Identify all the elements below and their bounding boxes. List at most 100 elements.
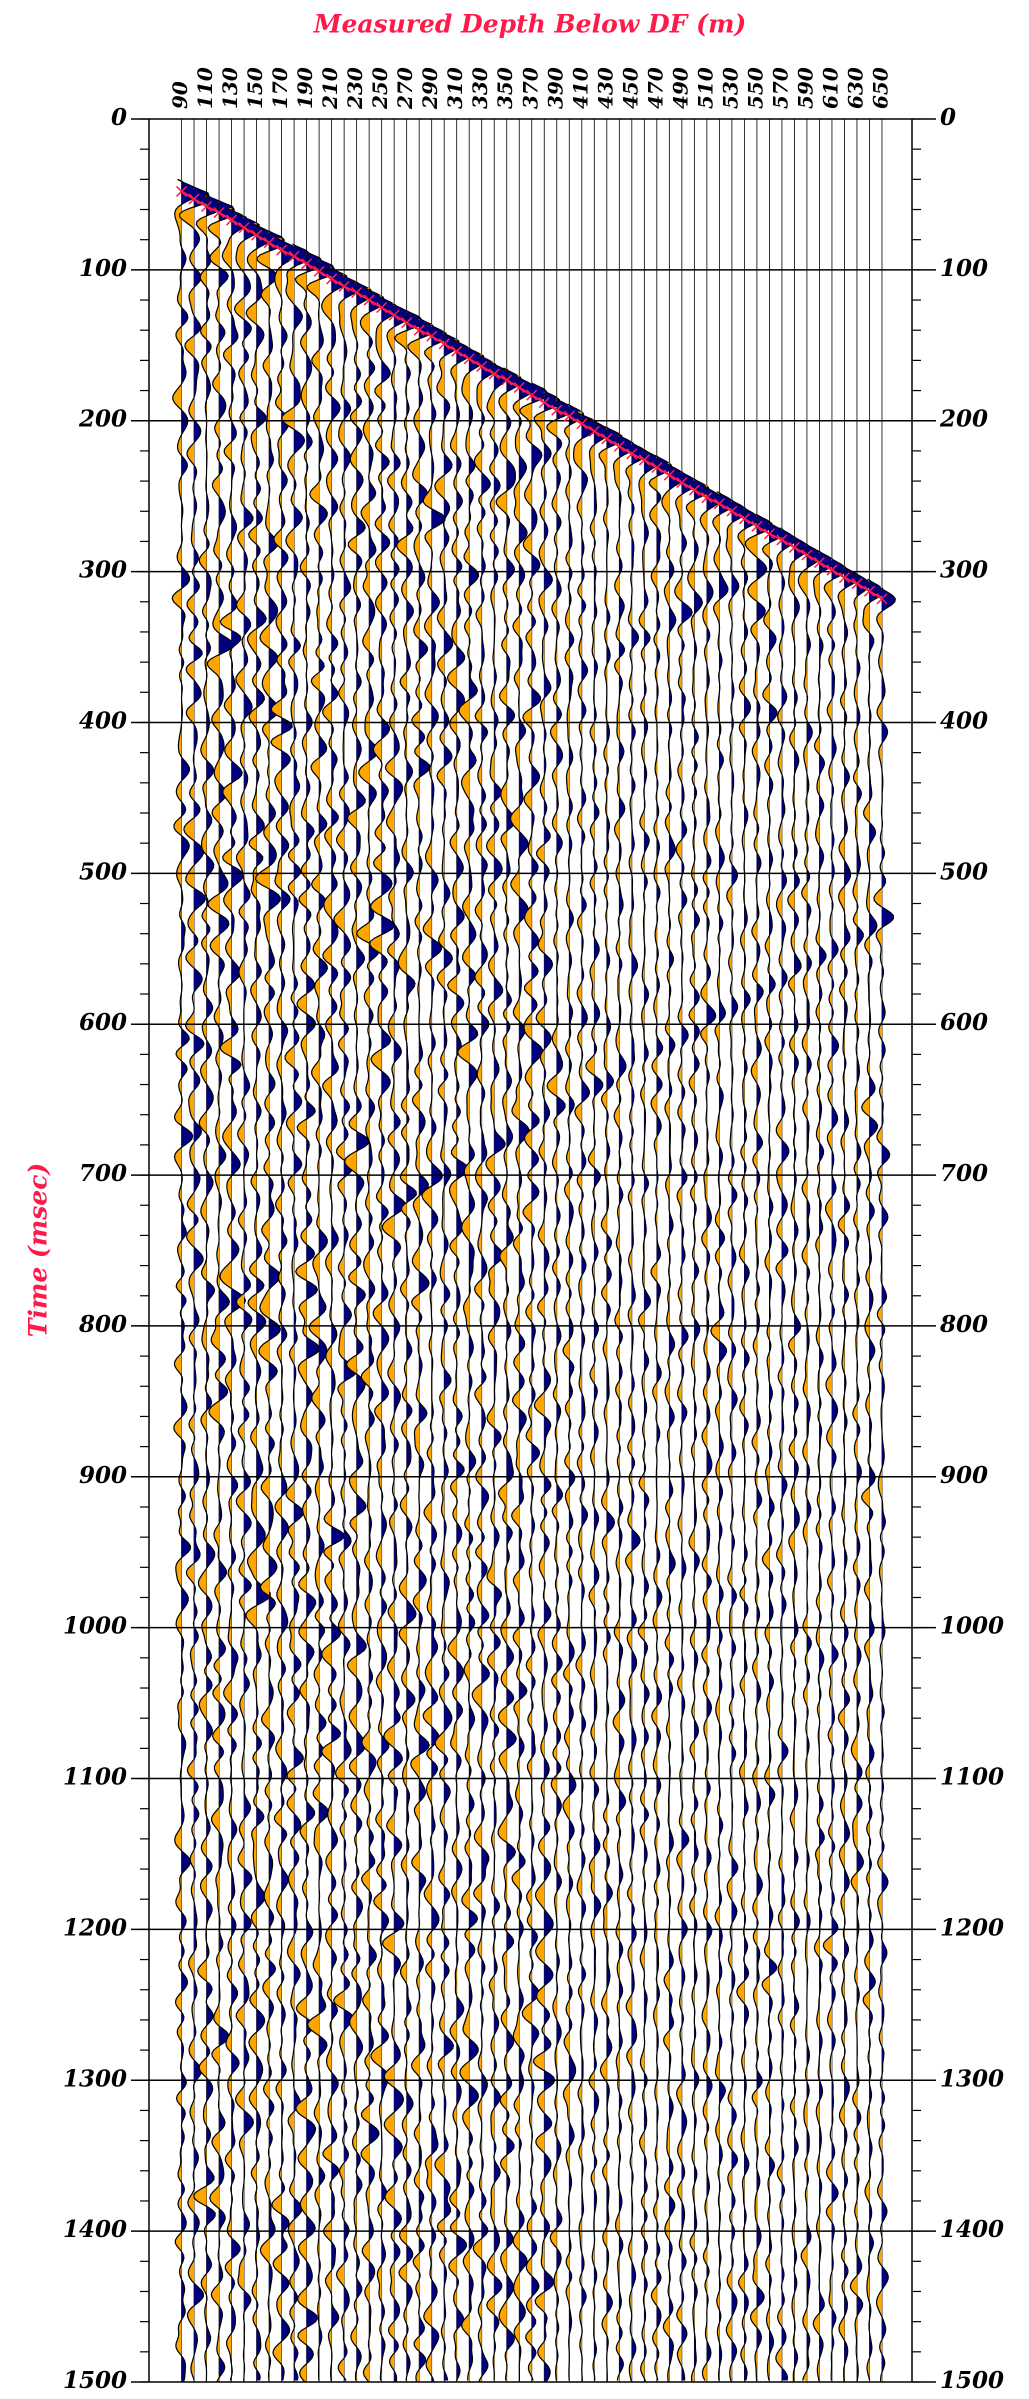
trace-negative-fill — [563, 404, 570, 2381]
trace-wiggle — [281, 243, 310, 2381]
trace-wiggle — [519, 382, 548, 2381]
y-tick-label-right: 1100 — [940, 1764, 1004, 1791]
trace-wiggle — [343, 279, 373, 2381]
x-tick-label: 550 — [743, 67, 767, 109]
trace-wiggle — [612, 433, 635, 2381]
trace-wiggle — [562, 403, 585, 2381]
x-tick-label: 130 — [218, 67, 242, 109]
first-break-pick — [788, 541, 800, 553]
y-tick-label: 0 — [111, 104, 127, 131]
first-break-pick — [776, 534, 788, 546]
trace-positive-fill — [794, 535, 809, 2382]
trace-wiggle — [725, 498, 748, 2383]
x-tick-label: 170 — [268, 67, 292, 109]
trace-negative-fill — [333, 274, 345, 2381]
trace-positive-fill — [831, 558, 847, 2381]
first-break-pick — [476, 360, 488, 372]
trace-negative-fill — [220, 208, 232, 2381]
x-tick-label: 190 — [293, 67, 317, 109]
trace-wiggle — [254, 230, 285, 2383]
trace-wiggle — [744, 513, 773, 2383]
x-tick-label: 630 — [843, 67, 867, 109]
y-axis-title: Time (msec) — [24, 1163, 53, 1337]
trace-wiggle — [407, 317, 435, 2383]
first-break-pick — [238, 222, 250, 234]
first-break-pick — [538, 397, 550, 409]
trace-wiggle — [661, 462, 685, 2383]
y-tick-label: 600 — [79, 1009, 127, 1036]
y-tick-label-right: 900 — [940, 1462, 988, 1489]
trace-positive-fill — [444, 331, 460, 2381]
trace-positive-fill — [769, 521, 784, 2381]
y-tick-label-right: 200 — [939, 406, 988, 433]
trace-wiggle — [421, 323, 448, 2383]
trace-negative-fill — [813, 550, 820, 2382]
trace-positive-fill — [494, 361, 510, 2381]
trace-wiggle — [598, 426, 623, 2383]
x-tick-label: 90 — [168, 81, 192, 109]
y-tick-label-right: 100 — [940, 255, 988, 282]
trace-negative-fill — [307, 259, 320, 2381]
first-break-pick — [351, 286, 363, 299]
first-break-pick — [363, 294, 375, 306]
trace-wiggle — [485, 361, 510, 2381]
trace-wiggle — [573, 411, 598, 2382]
trace-negative-fill — [686, 478, 695, 2383]
trace-wiggle — [685, 477, 711, 2383]
x-tick-label: 450 — [618, 67, 642, 109]
first-break-pick — [226, 214, 238, 226]
trace-wiggle — [509, 374, 535, 2382]
trace-negative-fill — [787, 535, 795, 2382]
y-tick-label: 100 — [79, 255, 127, 282]
first-break-pick — [651, 461, 663, 474]
first-break-pick — [763, 528, 775, 540]
first-break-pick — [301, 258, 313, 270]
trace-wiggle — [206, 199, 235, 2383]
y-tick-label-right: 1400 — [940, 2216, 1004, 2243]
x-tick-label: 110 — [193, 67, 217, 109]
first-break-pick — [276, 244, 288, 256]
trace-wiggle — [637, 447, 660, 2383]
first-break-pick — [551, 404, 563, 416]
first-break-pick — [563, 410, 575, 422]
y-tick-label: 1400 — [63, 2216, 127, 2243]
y-tick-label: 700 — [79, 1160, 127, 1187]
trace-wiggle — [219, 207, 248, 2381]
first-break-pick — [488, 368, 500, 380]
trace-wiggle — [332, 273, 360, 2381]
first-break-pick — [263, 237, 275, 249]
y-tick-label: 500 — [79, 858, 127, 885]
trace-negative-fill — [585, 419, 595, 2381]
x-tick-label: 230 — [343, 67, 367, 110]
first-break-pick — [601, 433, 613, 445]
first-break-pick — [613, 440, 625, 452]
first-break-pick — [701, 492, 713, 504]
trace-wiggle — [710, 491, 735, 2381]
trace-negative-fill — [661, 462, 670, 2382]
x-tick-label: 310 — [443, 67, 467, 109]
trace-positive-fill — [644, 447, 660, 2382]
trace-positive-fill — [244, 215, 260, 2382]
trace-positive-fill — [806, 542, 822, 2381]
trace-positive-fill — [331, 266, 347, 2382]
trace-positive-fill — [219, 200, 235, 2382]
first-break-pick — [201, 200, 213, 213]
trace-wiggle — [233, 215, 260, 2383]
trace-negative-fill — [179, 186, 195, 2381]
x-tick-label: 270 — [393, 67, 417, 110]
trace-wiggle — [812, 549, 836, 2383]
chart-title: Measured Depth Below DF (m) — [313, 10, 746, 39]
trace-wiggle — [495, 367, 523, 2381]
x-tick-label: 570 — [768, 67, 792, 109]
trace-wiggle — [761, 521, 784, 2381]
trace-negative-fill — [394, 310, 407, 2381]
trace-wiggle — [434, 331, 460, 2381]
y-tick-label: 900 — [79, 1462, 127, 1489]
trace-negative-fill — [434, 331, 445, 2381]
first-break-pick — [388, 309, 400, 321]
y-tick-label: 800 — [78, 1311, 127, 1338]
first-break-pick — [313, 265, 325, 277]
x-tick-label: 250 — [368, 67, 392, 110]
first-break-pick — [426, 330, 438, 342]
trace-wiggle — [546, 397, 573, 2381]
